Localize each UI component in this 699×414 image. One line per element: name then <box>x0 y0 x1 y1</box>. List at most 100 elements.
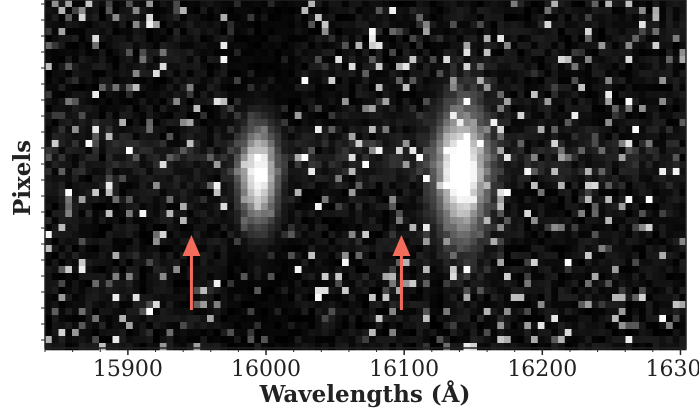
pixel <box>45 315 53 323</box>
pixel <box>612 147 620 155</box>
pixel <box>301 343 309 351</box>
pixel <box>92 161 100 169</box>
pixel <box>227 217 235 225</box>
pixel <box>483 245 491 253</box>
pixel <box>139 315 147 323</box>
pixel <box>578 322 586 330</box>
pixel <box>355 287 363 295</box>
pixel <box>396 119 404 127</box>
pixel <box>490 105 498 113</box>
pixel <box>200 238 208 246</box>
pixel <box>369 203 377 211</box>
pixel <box>328 154 336 162</box>
pixel <box>591 14 599 22</box>
pixel <box>423 315 431 323</box>
pixel <box>186 105 194 113</box>
pixel <box>240 70 248 78</box>
pixel <box>456 126 464 134</box>
pixel <box>294 77 302 85</box>
pixel <box>200 168 208 176</box>
pixel <box>92 98 100 106</box>
pixel <box>348 343 356 351</box>
pixel <box>240 308 248 316</box>
pixel <box>436 210 444 218</box>
pixel <box>679 21 687 29</box>
pixel <box>450 140 458 148</box>
pixel <box>220 224 228 232</box>
pixel <box>672 91 680 99</box>
pixel <box>220 315 228 323</box>
pixel <box>396 315 404 323</box>
pixel <box>423 189 431 197</box>
pixel <box>267 294 275 302</box>
pixel <box>618 217 626 225</box>
pixel <box>375 35 383 43</box>
pixel <box>443 266 451 274</box>
pixel <box>139 0 147 8</box>
pixel <box>207 7 215 15</box>
pixel <box>416 210 424 218</box>
pixel <box>321 315 329 323</box>
pixel <box>281 273 289 281</box>
pixel <box>544 217 552 225</box>
pixel <box>342 266 350 274</box>
pixel <box>537 91 545 99</box>
pixel <box>119 70 127 78</box>
pixel <box>186 322 194 330</box>
pixel <box>315 154 323 162</box>
pixel <box>639 238 647 246</box>
pixel <box>173 49 181 57</box>
pixel <box>362 231 370 239</box>
pixel <box>389 301 397 309</box>
pixel <box>571 259 579 267</box>
pixel <box>65 182 73 190</box>
pixel <box>490 175 498 183</box>
pixel <box>558 189 566 197</box>
pixel <box>45 56 53 64</box>
pixel <box>436 140 444 148</box>
pixel <box>409 49 417 57</box>
pixel <box>551 161 559 169</box>
pixel <box>159 21 167 29</box>
pixel <box>463 287 471 295</box>
pixel <box>105 329 113 337</box>
pixel <box>632 245 640 253</box>
pixel <box>470 266 478 274</box>
pixel <box>362 133 370 141</box>
pixel <box>558 238 566 246</box>
pixel <box>51 329 59 337</box>
pixel <box>375 70 383 78</box>
pixel <box>281 98 289 106</box>
pixel <box>159 42 167 50</box>
pixel <box>126 21 134 29</box>
pixel <box>308 7 316 15</box>
pixel <box>416 70 424 78</box>
pixel <box>679 322 687 330</box>
pixel <box>443 126 451 134</box>
pixel <box>652 238 660 246</box>
pixel <box>632 168 640 176</box>
pixel <box>409 224 417 232</box>
pixel <box>105 28 113 36</box>
pixel <box>58 35 66 43</box>
pixel <box>537 224 545 232</box>
pixel <box>618 259 626 267</box>
pixel <box>389 196 397 204</box>
pixel <box>159 77 167 85</box>
pixel <box>200 217 208 225</box>
pixel <box>254 294 262 302</box>
pixel <box>315 49 323 57</box>
pixel <box>247 217 255 225</box>
pixel <box>483 196 491 204</box>
pixel <box>497 273 505 281</box>
pixel <box>247 147 255 155</box>
pixel <box>510 301 518 309</box>
pixel <box>436 91 444 99</box>
pixel <box>369 182 377 190</box>
pixel <box>105 0 113 8</box>
pixel <box>645 343 653 351</box>
pixel <box>261 203 269 211</box>
pixel <box>504 273 512 281</box>
pixel <box>267 140 275 148</box>
